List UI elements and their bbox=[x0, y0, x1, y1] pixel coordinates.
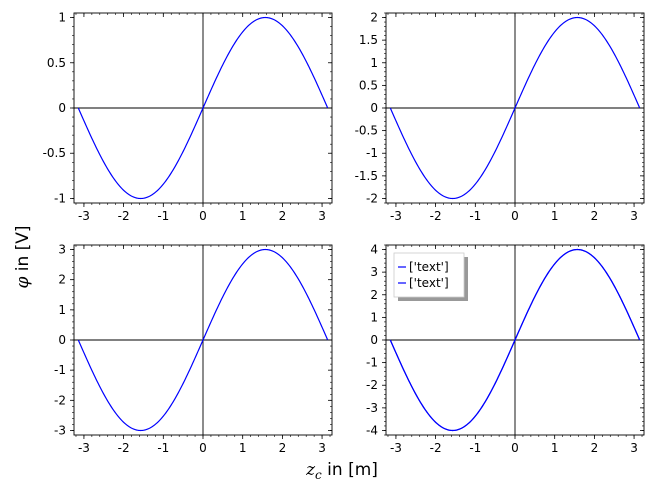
series-line-1 bbox=[77, 16, 329, 200]
subplot-1: -3 -2 -1 0 1 2 3 -1 -0.5 0 0.5 1 bbox=[43, 11, 333, 223]
subplot-3: -3 -2 -1 0 1 2 3 -3 -2 -1 0 1 2 3 bbox=[54, 243, 333, 455]
y-tick-label: 1.5 bbox=[359, 33, 378, 47]
series-line-1 bbox=[389, 16, 641, 200]
legend-label: ['text'] bbox=[409, 260, 449, 274]
x-tick-label: 3 bbox=[630, 209, 638, 223]
x-axis-title: zc in [m] bbox=[305, 460, 378, 482]
y-tick-label: 0 bbox=[370, 333, 378, 347]
x-tick-label: -2 bbox=[430, 441, 442, 455]
x-axis-title-subscript: c bbox=[315, 468, 322, 482]
y-tick-label: 2 bbox=[370, 11, 378, 25]
y-tick-label: -2 bbox=[54, 393, 66, 407]
y-tick-label: -3 bbox=[366, 401, 378, 415]
x-tick-label: -3 bbox=[390, 441, 402, 455]
subplot-4: -3 -2 -1 0 1 2 3 -4 -3 -2 -1 0 1 2 3 4 ['text'] ['text'] bbox=[366, 243, 645, 455]
y-tick-label: 3 bbox=[58, 243, 66, 257]
x-tick-label: 0 bbox=[199, 441, 207, 455]
y-axis-title: φ in [V] bbox=[13, 225, 33, 288]
x-tick-label: 2 bbox=[591, 441, 599, 455]
legend-label: ['text'] bbox=[409, 276, 449, 290]
x-tick-label: 1 bbox=[551, 441, 559, 455]
x-tick-label: 2 bbox=[279, 441, 287, 455]
x-tick-label: 1 bbox=[551, 209, 559, 223]
y-tick-label: 2 bbox=[370, 288, 378, 302]
y-tick-label: -0.5 bbox=[43, 146, 66, 160]
x-tick-label: -3 bbox=[78, 209, 90, 223]
y-tick-label: -2 bbox=[366, 191, 378, 205]
x-axis-title-symbol: z bbox=[305, 460, 316, 480]
x-tick-label: 0 bbox=[511, 441, 519, 455]
y-tick-label: -1.5 bbox=[355, 169, 378, 183]
y-tick-label: 1 bbox=[58, 11, 66, 25]
x-tick-label: -1 bbox=[469, 441, 481, 455]
x-tick-label: 3 bbox=[318, 209, 326, 223]
y-tick-label: -1 bbox=[366, 146, 378, 160]
y-tick-label: -1 bbox=[54, 363, 66, 377]
series-line-2 bbox=[389, 248, 641, 432]
subplot-grid: -3 -2 -1 0 1 2 3-1-0.500.51-3 -2 -1 0 1 2 3-2-1.5-1-… bbox=[43, 11, 645, 455]
x-tick-label: -2 bbox=[430, 209, 442, 223]
x-tick-label: 1 bbox=[239, 209, 247, 223]
x-tick-label: -2 bbox=[118, 441, 130, 455]
y-tick-label: -0.5 bbox=[355, 124, 378, 138]
y-tick-label: 1 bbox=[370, 56, 378, 70]
y-tick-label: -1 bbox=[366, 356, 378, 370]
legend: ['text'] ['text'] bbox=[393, 252, 468, 301]
y-tick-label: 0.5 bbox=[359, 78, 378, 92]
x-tick-label: -3 bbox=[390, 209, 402, 223]
y-tick-label: 1 bbox=[58, 303, 66, 317]
y-tick-label: -4 bbox=[366, 423, 378, 437]
x-tick-label: 0 bbox=[511, 209, 519, 223]
x-tick-label: 3 bbox=[318, 441, 326, 455]
y-tick-label: 4 bbox=[370, 243, 378, 257]
y-axis-title-symbol: φ bbox=[13, 277, 33, 289]
x-axis-title-unit: in [m] bbox=[322, 460, 378, 480]
x-tick-label: -1 bbox=[157, 209, 169, 223]
y-tick-label: 0 bbox=[370, 101, 378, 115]
y-axis-title-unit: in [V] bbox=[13, 225, 33, 276]
series-line-1 bbox=[77, 248, 329, 432]
subplot-2: -3 -2 -1 0 1 2 3 -2 -1.5 -1 -0.5 0 0.5 1 1.5 2 bbox=[355, 11, 645, 223]
y-tick-label: 1 bbox=[370, 310, 378, 324]
y-tick-label: 3 bbox=[370, 265, 378, 279]
x-tick-label: 2 bbox=[591, 209, 599, 223]
y-tick-label: -1 bbox=[54, 191, 66, 205]
y-tick-label: 2 bbox=[58, 273, 66, 287]
y-tick-label: -2 bbox=[366, 378, 378, 392]
x-tick-label: 3 bbox=[630, 441, 638, 455]
y-tick-label: 0.5 bbox=[47, 56, 66, 70]
x-tick-label: -1 bbox=[157, 441, 169, 455]
y-tick-label: -3 bbox=[54, 423, 66, 437]
x-tick-label: 2 bbox=[279, 209, 287, 223]
x-tick-label: 1 bbox=[239, 441, 247, 455]
x-tick-label: -2 bbox=[118, 209, 130, 223]
x-tick-label: -3 bbox=[78, 441, 90, 455]
y-tick-label: 0 bbox=[58, 333, 66, 347]
x-tick-label: 0 bbox=[199, 209, 207, 223]
legend-box bbox=[393, 252, 465, 298]
x-tick-label: -1 bbox=[469, 209, 481, 223]
y-tick-label: 0 bbox=[58, 101, 66, 115]
